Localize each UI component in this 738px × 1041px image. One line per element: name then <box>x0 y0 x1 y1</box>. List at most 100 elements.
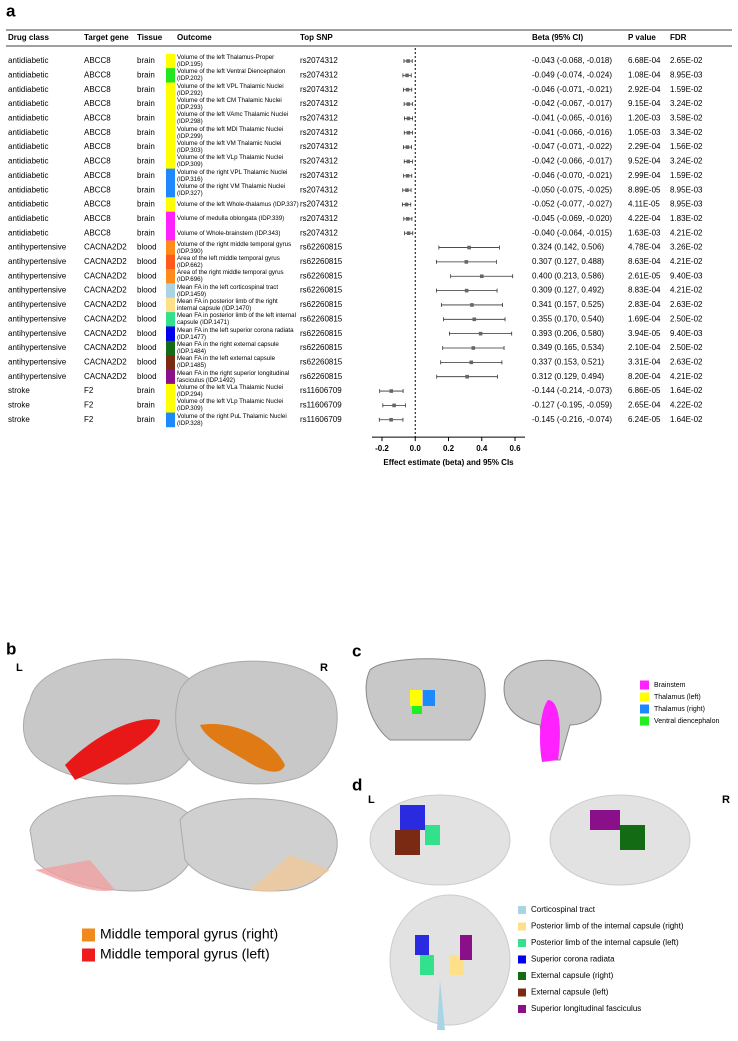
target-gene: CACNA2D2 <box>84 357 127 366</box>
outcome: Area of the left middle temporal gyrus (… <box>177 254 280 269</box>
effect-point <box>406 116 411 121</box>
p-value: 8.20E-04 <box>628 372 661 381</box>
fdr: 4.21E-02 <box>670 286 703 295</box>
legend-swatch <box>640 704 649 714</box>
p-value: 6.68E-04 <box>628 56 661 65</box>
top-snp: rs2074312 <box>300 214 338 223</box>
brain-c-images <box>365 658 602 762</box>
tissue: blood <box>137 357 157 366</box>
outcome: Volume of the right middle temporal gyru… <box>177 240 292 255</box>
top-snp: rs62260815 <box>300 372 343 381</box>
fdr: 2.65E-02 <box>670 56 703 65</box>
target-gene: CACNA2D2 <box>84 243 127 252</box>
p-value: 1.20E-03 <box>628 114 661 123</box>
beta-ci: 0.309 (0.127, 0.492) <box>532 286 604 295</box>
p-value: 3.31E-04 <box>628 357 661 366</box>
top-snp: rs11606709 <box>300 415 342 424</box>
beta-ci: -0.042 (-0.067, -0.017) <box>532 99 612 108</box>
outcome: Volume of the left MDl Thalamic Nuclei (… <box>177 125 284 140</box>
outcome-color <box>166 398 175 413</box>
beta-ci: 0.341 (0.157, 0.525) <box>532 300 604 309</box>
top-snp: rs62260815 <box>300 314 343 323</box>
target-gene: CACNA2D2 <box>84 271 127 280</box>
drug-class: antihypertensive <box>8 314 67 323</box>
outcome: Volume of the left CM Thalamic Nuclei (I… <box>177 97 282 112</box>
outcome-color <box>166 82 175 98</box>
beta-ci: -0.050 (-0.075, -0.025) <box>532 185 612 194</box>
top-snp: rs11606709 <box>300 386 342 395</box>
tissue: blood <box>137 372 157 381</box>
outcome-color <box>166 340 175 356</box>
outcome: Volume of the left VLa Thalamic Nuclei (… <box>177 384 284 399</box>
drug-class: antidiabetic <box>8 214 48 223</box>
target-gene: ABCC8 <box>84 70 111 79</box>
beta-ci: -0.040 (-0.064, -0.015) <box>532 228 612 237</box>
outcome: Mean FA in posterior limb of the left in… <box>177 312 296 327</box>
target-gene: ABCC8 <box>84 142 111 151</box>
drug-class: antidiabetic <box>8 157 48 166</box>
outcome-color <box>166 240 175 256</box>
outcome-color <box>166 369 175 385</box>
outcome-cell: Volume of the left VLa Thalamic Nuclei (… <box>177 384 284 399</box>
p-value: 2.92E-04 <box>628 85 661 94</box>
outcome-cell: Volume of medulla oblongata (IDP.339) <box>177 215 284 222</box>
outcome-color <box>166 68 175 83</box>
fdr: 4.21E-02 <box>670 228 703 237</box>
drug-class: antihypertensive <box>8 300 67 309</box>
x-tick-label: 0.6 <box>509 444 521 453</box>
p-value: 9.15E-04 <box>628 99 661 108</box>
effect-point <box>405 73 409 78</box>
legend-label: Brainstem <box>654 682 686 689</box>
outcome-color <box>166 226 175 241</box>
outcome-color <box>166 154 175 169</box>
outcome-cell: Volume of the right VM Thalamic Nuclei (… <box>177 183 285 197</box>
tissue: brain <box>137 114 155 123</box>
outcome-color <box>166 125 175 141</box>
target-gene: ABCC8 <box>84 85 111 94</box>
fdr: 9.40E-03 <box>670 329 703 338</box>
top-snp: rs2074312 <box>300 70 338 79</box>
outcome-cell: Mean FA in the right superior longitudin… <box>177 370 289 384</box>
legend-swatch <box>518 955 526 964</box>
fdr: 4.21E-02 <box>670 372 703 381</box>
effect-point <box>478 331 483 336</box>
beta-ci: -0.046 (-0.071, -0.021) <box>532 85 612 94</box>
target-gene: F2 <box>84 386 94 395</box>
outcome-color <box>166 412 175 428</box>
target-gene: ABCC8 <box>84 214 111 223</box>
target-gene: CACNA2D2 <box>84 372 127 381</box>
outcome: Volume of the left Thalamus-Proper (IDP.… <box>177 54 275 68</box>
legend-swatch <box>518 988 526 997</box>
effect-point <box>405 217 410 221</box>
effect-point <box>404 202 409 207</box>
drug-class: antihypertensive <box>8 329 67 338</box>
panel-letter: b <box>6 639 16 658</box>
effect-point <box>405 87 410 92</box>
drug-class: antidiabetic <box>8 85 48 94</box>
p-value: 1.63E-03 <box>628 228 661 237</box>
panel-letter: a <box>6 1 16 20</box>
fdr: 4.22E-02 <box>670 401 703 410</box>
p-value: 1.69E-04 <box>628 314 661 323</box>
tissue: brain <box>137 157 155 166</box>
outcome: Volume of the left VAmc Thalamic Nuclei … <box>177 111 289 126</box>
top-snp: rs2074312 <box>300 85 338 94</box>
side-label: L <box>16 662 23 674</box>
outcome: Volume of the right PuL Thalamic Nuclei … <box>177 412 287 427</box>
top-snp: rs62260815 <box>300 286 343 295</box>
p-value: 2.65E-04 <box>628 401 661 410</box>
beta-ci: 0.349 (0.165, 0.534) <box>532 343 604 352</box>
tissue: brain <box>137 185 155 194</box>
outcome: Volume of the left VM Thalamic Nuclei (I… <box>177 140 282 155</box>
drug-class: stroke <box>8 415 30 424</box>
legend-label: Thalamus (left) <box>654 694 701 701</box>
legend-swatch <box>518 972 526 980</box>
fdr: 1.59E-02 <box>670 85 703 94</box>
target-gene: CACNA2D2 <box>84 329 127 338</box>
outcome-cell: Mean FA in the left external capsule (ID… <box>177 355 275 369</box>
beta-ci: -0.043 (-0.068, -0.018) <box>532 56 612 65</box>
target-gene: ABCC8 <box>84 99 111 108</box>
effect-point <box>406 159 411 164</box>
effect-point <box>405 188 409 192</box>
outcome-cell: Volume of Whole-brainstem (IDP.343) <box>177 230 280 237</box>
